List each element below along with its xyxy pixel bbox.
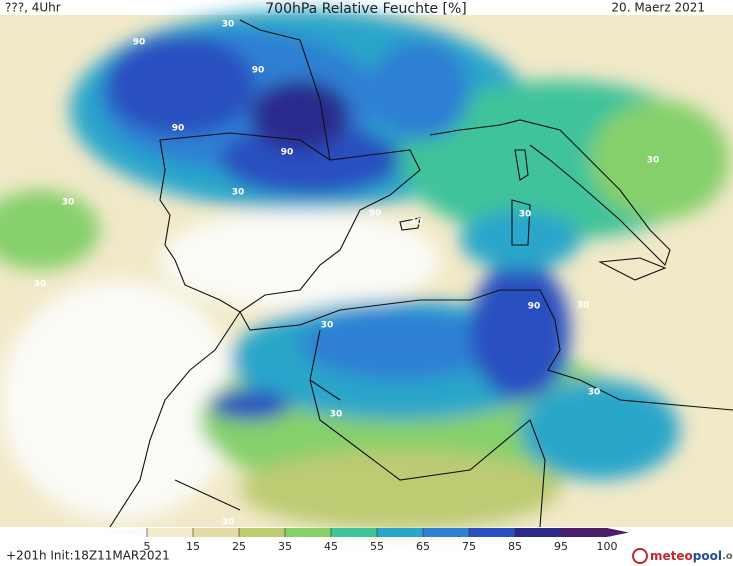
colorbar-end bbox=[102, 528, 147, 537]
contour-label: 30 bbox=[577, 301, 590, 311]
colorbar-tick-label: 25 bbox=[232, 540, 246, 553]
contour-label: 30 bbox=[232, 188, 245, 198]
colorbar-segment bbox=[469, 528, 516, 537]
colorbar-tick-label: 100 bbox=[597, 540, 618, 553]
colorbar-segment bbox=[331, 528, 378, 537]
colorbar: 5 15 25 35 45 55 65 75 85 95 100 bbox=[102, 528, 629, 553]
contour-label: 30 bbox=[410, 218, 423, 228]
contour-label: 30 bbox=[321, 321, 334, 331]
logo: meteopool.org bbox=[650, 549, 733, 563]
colorbar-end bbox=[607, 528, 629, 537]
colorbar-segment bbox=[561, 528, 608, 537]
colorbar-segment bbox=[147, 528, 194, 537]
logo-part: meteo bbox=[650, 549, 693, 563]
contour-label: 30 bbox=[62, 198, 75, 208]
contour-label: 90 bbox=[172, 124, 185, 134]
contour-labels: 90 90 90 90 90 90 30 30 30 30 30 30 30 30 30 30 30 30 bbox=[34, 20, 660, 528]
coastlines bbox=[109, 19, 733, 528]
contour-label: 30 bbox=[34, 280, 47, 290]
contour-label: 30 bbox=[222, 518, 235, 528]
contour-label: 30 bbox=[647, 156, 660, 166]
contour-label: 90 bbox=[281, 148, 294, 158]
colorbar-segment bbox=[515, 528, 562, 537]
contour-label: 30 bbox=[330, 410, 343, 420]
colorbar-segment bbox=[377, 528, 424, 537]
colorbar-tick-label: 85 bbox=[508, 540, 522, 553]
contour-label: 30 bbox=[519, 210, 532, 220]
init-label: +201h Init:18Z11MAR2021 bbox=[6, 549, 170, 563]
colorbar-tick-label: 15 bbox=[186, 540, 200, 553]
colorbar-tick-label: 55 bbox=[370, 540, 384, 553]
colorbar-tick-label: 35 bbox=[278, 540, 292, 553]
contour-label: 30 bbox=[222, 20, 235, 30]
header-left: ???, 4Uhr bbox=[5, 1, 61, 15]
contour-label: 90 bbox=[369, 209, 382, 219]
colorbar-segment bbox=[423, 528, 470, 537]
colorbar-tick-label: 45 bbox=[324, 540, 338, 553]
contour-label: 90 bbox=[528, 302, 541, 312]
colorbar-tick-label: 5 bbox=[144, 540, 151, 553]
colorbar-segment bbox=[239, 528, 286, 537]
logo-part: .org bbox=[722, 551, 733, 562]
map-title: 700hPa Relative Feuchte [%] bbox=[265, 1, 466, 17]
colorbar-segment bbox=[285, 528, 332, 537]
logo-part: pool bbox=[693, 549, 722, 563]
colorbar-tick-label: 75 bbox=[462, 540, 476, 553]
contour-label: 30 bbox=[588, 388, 601, 398]
colorbar-tick-label: 65 bbox=[416, 540, 430, 553]
contour-label: 90 bbox=[252, 66, 265, 76]
contour-label: 90 bbox=[133, 38, 146, 48]
colorbar-tick-label: 95 bbox=[554, 540, 568, 553]
logo-icon bbox=[632, 548, 648, 564]
colorbar-segment bbox=[193, 528, 240, 537]
header-date: 20. Maerz 2021 bbox=[611, 1, 705, 15]
